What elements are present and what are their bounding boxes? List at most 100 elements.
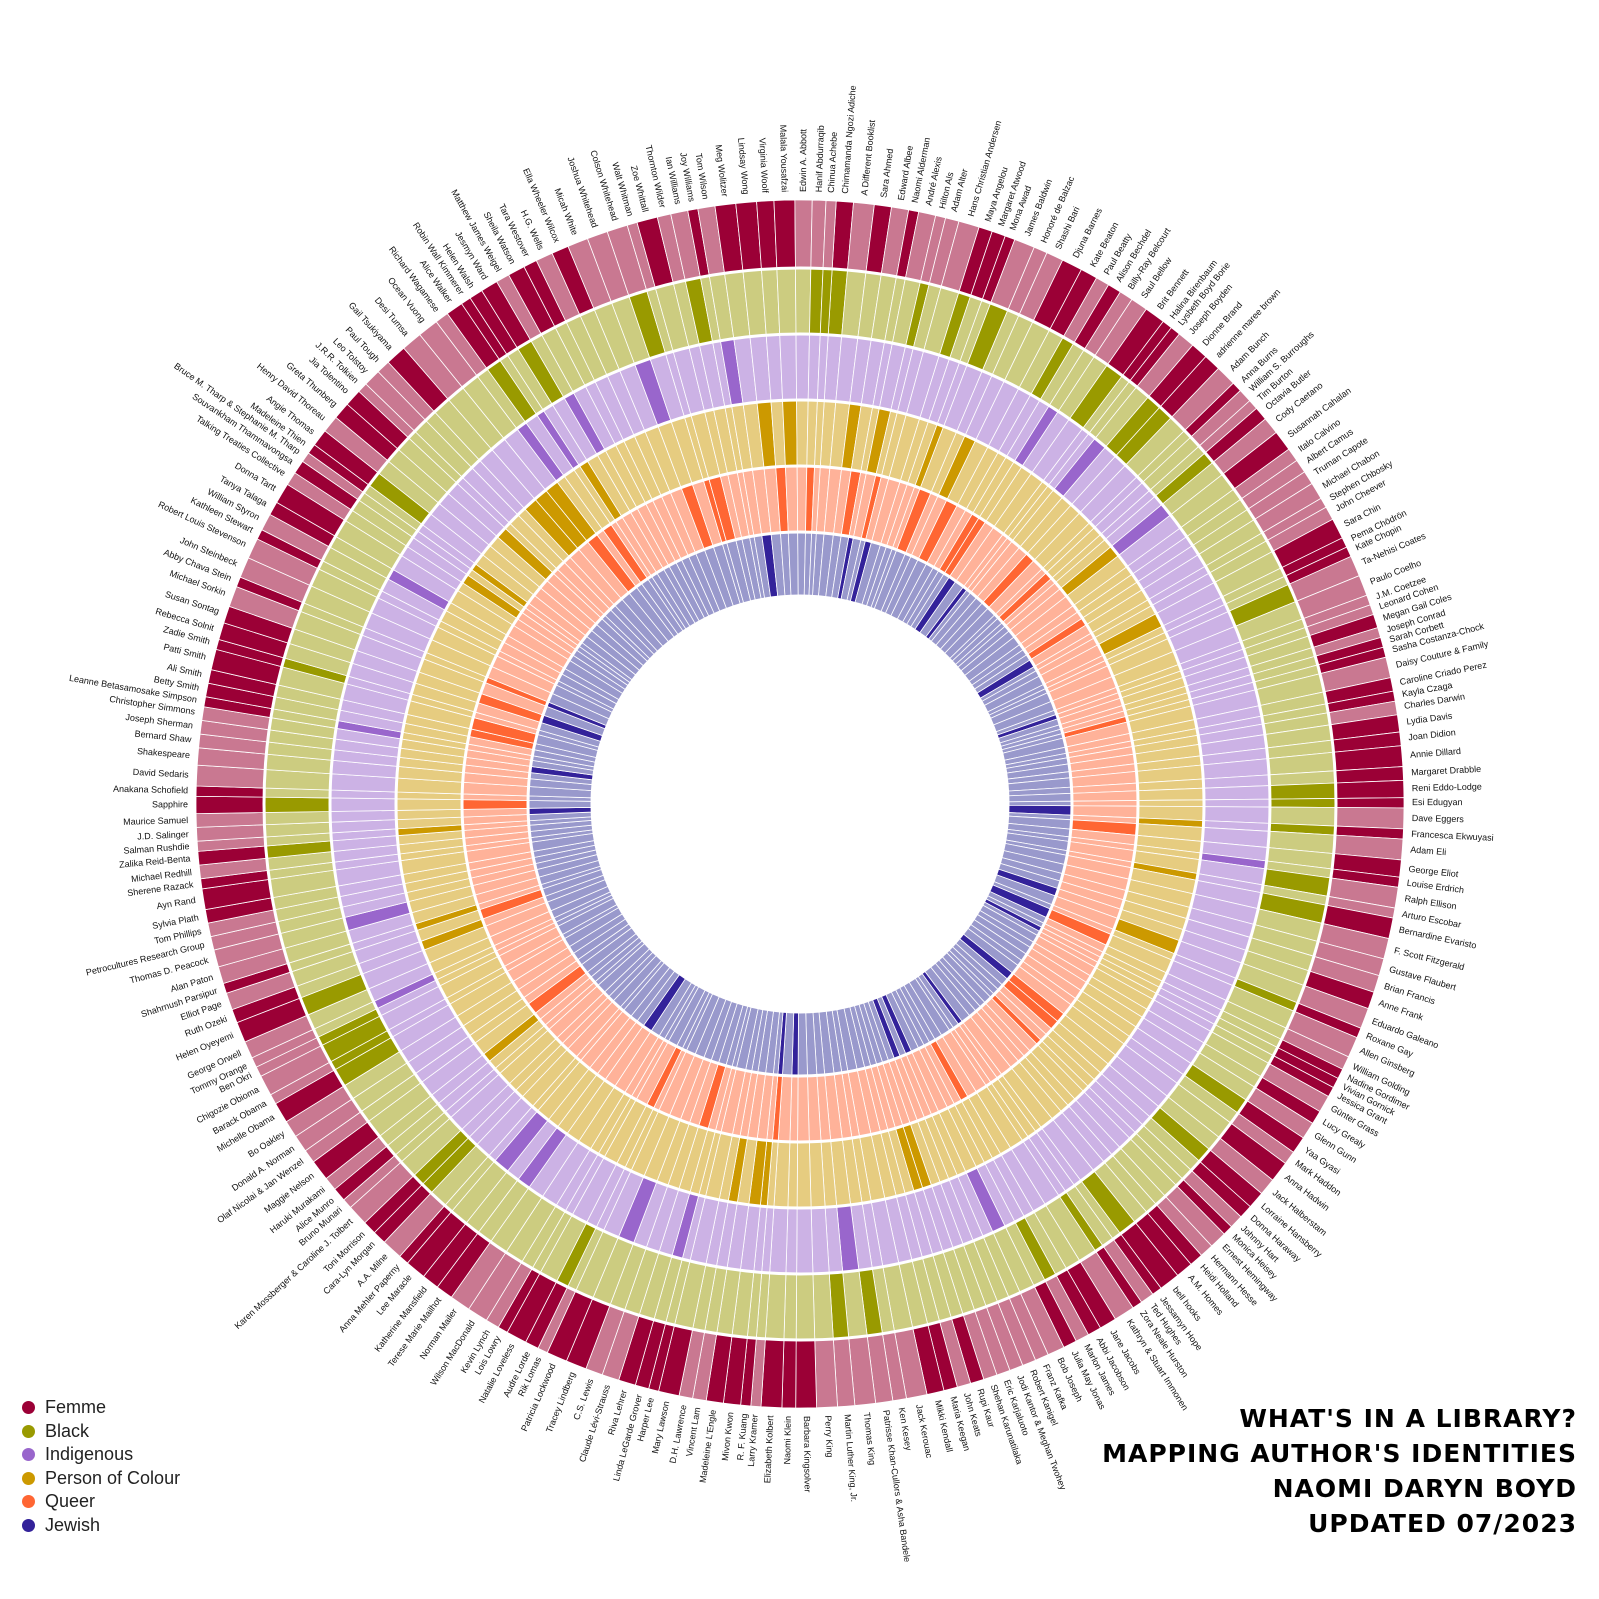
- author-label: Ayn Rand: [156, 895, 196, 911]
- author-label: Bernard Shaw: [134, 729, 192, 745]
- black-dot-icon: [22, 1424, 35, 1438]
- author-label: George Eliot: [1408, 864, 1459, 879]
- segment-femme: [795, 1339, 818, 1409]
- author-label: R. F. Kuang: [735, 1413, 749, 1461]
- segment-person-of-colour: [395, 798, 463, 811]
- author-label: Thomas King: [862, 1412, 878, 1466]
- author-label: Meg Wolitzer: [714, 144, 730, 197]
- segment-femme: [794, 199, 813, 269]
- author-label: A Different Booklist: [859, 119, 877, 196]
- segment-jewish: [527, 800, 593, 809]
- author-label: Naomi Klein: [782, 1416, 793, 1465]
- author-label: Joan Didion: [1408, 727, 1456, 742]
- author-line: NAOMI DARYN BOYD: [1272, 1474, 1577, 1503]
- author-label: Ken Kesey: [897, 1407, 914, 1452]
- author-label: Patti Smith: [162, 642, 207, 662]
- legend-item-indigenous: Indigenous: [22, 1443, 180, 1467]
- segment-femme: [195, 812, 265, 828]
- segment-person-of-colour: [796, 399, 809, 467]
- legend-item-queer: Queer: [22, 1490, 180, 1514]
- author-label: Ali Smith: [166, 662, 203, 679]
- segment-indigenous: [1203, 798, 1271, 808]
- segment-black: [1269, 806, 1337, 827]
- segment-black: [263, 796, 331, 813]
- author-label: Louise Erdrich: [1406, 878, 1464, 895]
- author-label: Malala Yousafzai: [778, 125, 790, 193]
- segment-queer: [797, 1075, 810, 1143]
- author-label: Bernardine Evaristo: [1398, 925, 1477, 951]
- ring-separator: [590, 594, 1010, 1014]
- rings: [195, 199, 1405, 1409]
- segment-black: [1269, 782, 1337, 800]
- author-label: Annie Dillard: [1410, 746, 1462, 760]
- segment-femme: [195, 795, 265, 815]
- ring-separators: [262, 266, 1338, 1342]
- legend-item-poc: Person of Colour: [22, 1467, 180, 1491]
- author-label: Ella Wheeler Wilcox: [521, 167, 562, 245]
- author-label: Hanif Abdurraqib: [814, 125, 826, 192]
- author-label: Sapphire: [152, 799, 188, 809]
- segment-person-of-colour: [1137, 799, 1205, 808]
- segment-person-of-colour: [782, 399, 798, 467]
- legend-label: Black: [45, 1420, 90, 1441]
- segment-indigenous: [329, 797, 397, 812]
- ring-separator: [526, 530, 1074, 1078]
- segment-femme: [773, 199, 796, 269]
- author-label: Adam Eli: [1410, 845, 1447, 858]
- author-label: Sara Ahmed: [879, 148, 896, 198]
- segment-black: [795, 267, 812, 335]
- author-label: Esi Edugyan: [1412, 797, 1463, 807]
- author-label: Chimamanda Ngozi Adiche: [840, 85, 858, 194]
- segment-black: [1269, 798, 1337, 808]
- segment-femme: [1335, 797, 1405, 809]
- legend-item-femme: Femme: [22, 1396, 180, 1420]
- segment-femme: [1335, 779, 1405, 799]
- segment-queer: [461, 799, 529, 810]
- segment-femme: [781, 1339, 797, 1409]
- author-label: Lydia Davis: [1406, 710, 1454, 726]
- indigenous-dot-icon: [22, 1448, 35, 1462]
- author-label: Lindsay Wong: [736, 137, 751, 195]
- legend-label: Queer: [45, 1491, 96, 1512]
- author-label: Reni Eddo-Lodge: [1412, 781, 1482, 793]
- legend-label: Indigenous: [45, 1444, 134, 1465]
- segment-black: [795, 1273, 816, 1341]
- author-label: Dave Eggers: [1412, 813, 1465, 824]
- segment-jewish: [797, 1011, 808, 1077]
- segment-black: [263, 811, 331, 826]
- ring-separator: [328, 332, 1272, 1276]
- segment-femme: [814, 1338, 838, 1409]
- segment-indigenous: [1203, 785, 1271, 801]
- author-label: Larry Kramer: [746, 1414, 760, 1467]
- chart-title: WHAT'S IN A LIBRARY? MAPPING AUTHOR'S ID…: [1102, 1401, 1577, 1541]
- author-label: Maurice Samuel: [123, 815, 188, 827]
- author-label: Salman Rushdie: [123, 841, 190, 856]
- author-label: Martin Luther King, Jr.: [842, 1414, 859, 1503]
- author-label: Ralph Ellison: [1404, 893, 1457, 911]
- author-label: Edwin A. Abbott: [798, 128, 808, 192]
- legend-label: Person of Colour: [45, 1467, 181, 1488]
- author-label: Anakana Schofield: [113, 784, 188, 796]
- author-label: Shakespeare: [137, 746, 191, 760]
- author-label: Elizabeth Kolbert: [762, 1415, 775, 1484]
- segment-person-of-colour: [796, 1141, 812, 1209]
- author-label: Chinua Achebe: [826, 132, 839, 193]
- author-label: Mivon Kwon: [720, 1411, 735, 1461]
- author-label: Virginia Woolf: [757, 138, 770, 194]
- segment-femme: [1335, 807, 1405, 830]
- author-label: J.D. Salinger: [137, 829, 189, 842]
- author-label: Jack Kerouac: [914, 1403, 934, 1459]
- legend-item-black: Black: [22, 1420, 180, 1444]
- segment-black: [776, 267, 797, 335]
- legend: Femme Black Indigenous Person of Colour …: [22, 1396, 180, 1537]
- segment-queer: [1071, 800, 1139, 807]
- author-label: Zalika Reid-Benta: [119, 853, 191, 869]
- jewish-dot-icon: [22, 1518, 35, 1532]
- legend-item-jewish: Jewish: [22, 1514, 180, 1538]
- author-label: Barbara Kingsolver: [802, 1416, 813, 1493]
- femme-dot-icon: [22, 1401, 35, 1415]
- updated-line: UPDATED 07/2023: [1308, 1509, 1577, 1538]
- segment-indigenous: [779, 333, 797, 401]
- legend-label: Femme: [45, 1397, 107, 1418]
